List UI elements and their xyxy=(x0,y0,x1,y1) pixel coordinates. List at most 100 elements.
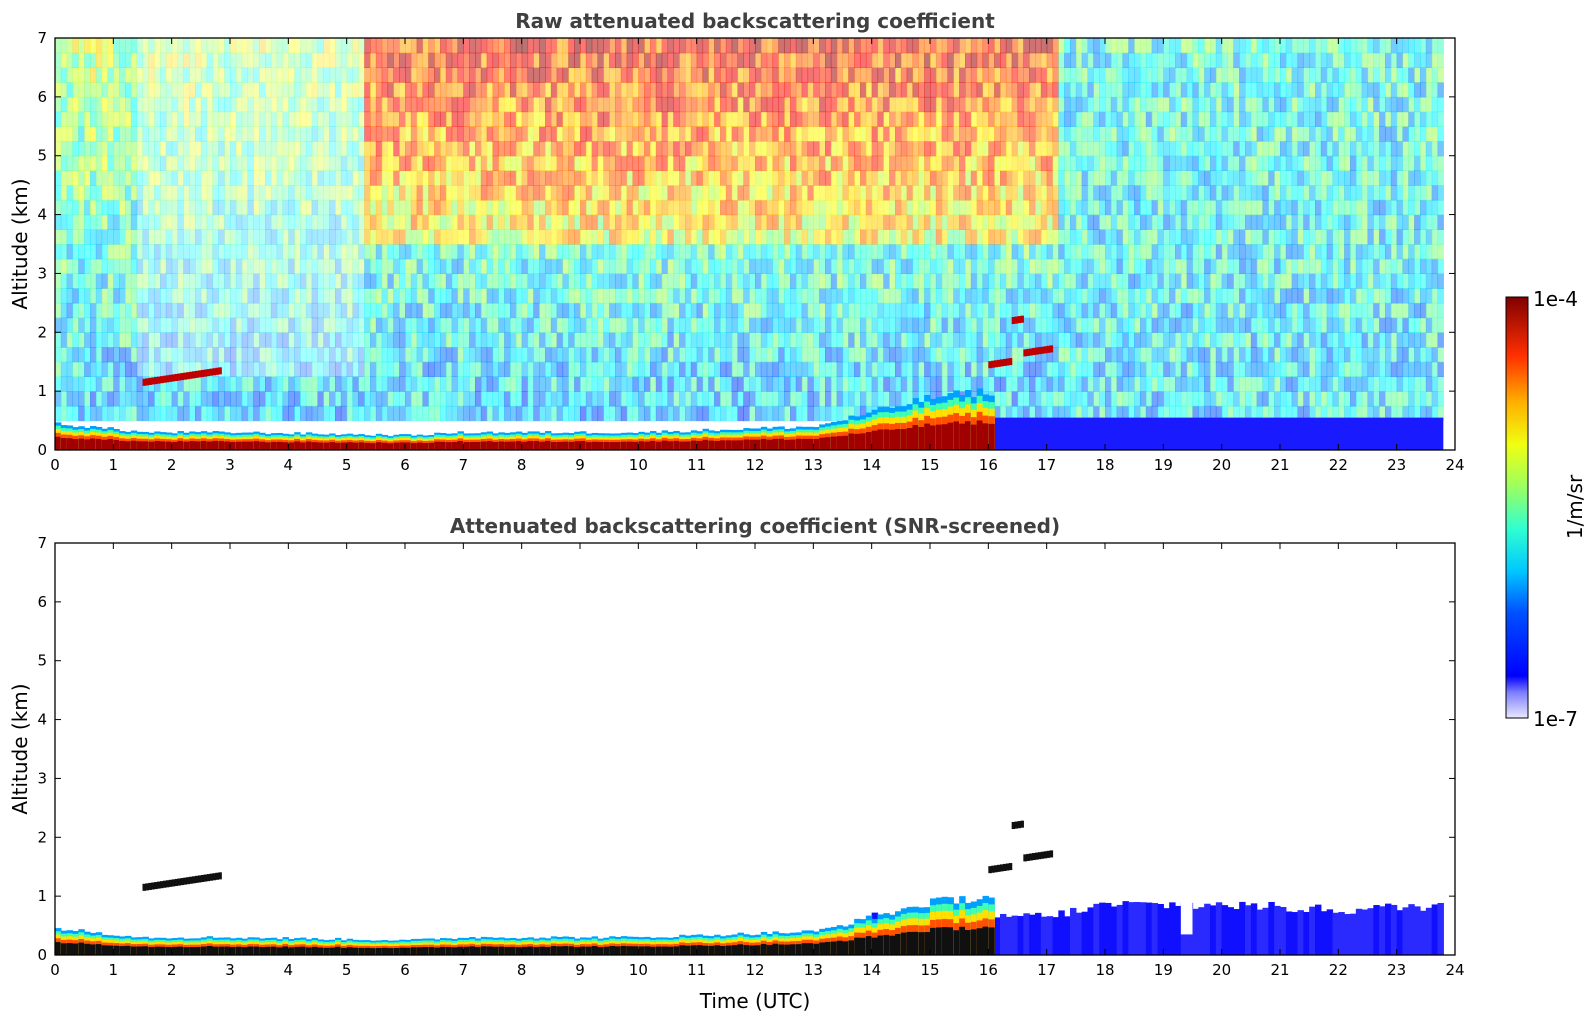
noise-cell xyxy=(1087,405,1094,422)
noise-cell xyxy=(632,141,639,157)
noise-cell xyxy=(772,82,779,98)
noise-cell xyxy=(760,82,768,98)
noise-cell xyxy=(533,82,540,98)
noise-cell xyxy=(644,170,651,186)
noise-cell xyxy=(451,347,459,363)
noise-cell xyxy=(760,302,768,319)
noise-cell xyxy=(206,288,214,304)
noise-cell xyxy=(370,391,377,407)
noise-cell xyxy=(556,199,564,216)
noise-cell xyxy=(136,332,144,348)
noise-cell xyxy=(970,273,978,289)
noise-cell xyxy=(358,258,365,275)
noise-cell xyxy=(696,52,704,69)
noise-cell xyxy=(55,52,62,69)
noise-cell xyxy=(650,332,657,348)
noise-cell xyxy=(801,273,809,289)
noise-cell xyxy=(445,82,453,98)
noise-cell xyxy=(84,52,91,69)
noise-cell xyxy=(918,302,925,319)
noise-cell xyxy=(580,361,587,378)
noise-cell xyxy=(743,391,750,407)
noise-cell xyxy=(620,141,628,157)
noise-cell xyxy=(72,302,79,319)
noise-cell xyxy=(66,96,74,113)
noise-cell xyxy=(632,391,639,407)
noise-cell xyxy=(865,317,873,333)
noise-cell xyxy=(1058,96,1065,113)
noise-cell xyxy=(399,155,406,172)
noise-cell xyxy=(416,288,424,304)
noise-cell xyxy=(440,229,447,245)
noise-cell xyxy=(1140,214,1147,230)
noise-cell xyxy=(790,155,797,172)
noise-cell xyxy=(1005,332,1013,348)
noise-cell xyxy=(1011,244,1019,260)
noise-cell xyxy=(1005,52,1013,69)
noise-cell xyxy=(387,332,394,348)
noise-cell xyxy=(871,361,879,378)
noise-cell xyxy=(644,199,651,216)
noise-cell xyxy=(451,391,459,407)
noise-cell xyxy=(924,111,931,127)
noise-cell xyxy=(772,405,779,422)
noise-cell xyxy=(1157,229,1164,245)
noise-cell xyxy=(778,361,785,378)
noise-cell xyxy=(66,288,74,304)
noise-cell xyxy=(830,317,838,333)
noise-cell xyxy=(819,332,826,348)
noise-cell xyxy=(562,258,569,275)
noise-cell xyxy=(527,67,534,83)
noise-cell xyxy=(889,288,896,304)
noise-cell xyxy=(667,317,674,333)
noise-cell xyxy=(871,96,879,113)
noise-cell xyxy=(976,141,984,157)
noise-cell xyxy=(60,317,68,333)
noise-cell xyxy=(317,317,324,333)
noise-cell xyxy=(836,38,844,54)
noise-cell xyxy=(282,155,289,172)
noise-cell xyxy=(445,170,453,186)
noise-cell xyxy=(848,317,855,333)
noise-cell xyxy=(889,302,896,319)
noise-cell xyxy=(941,155,949,172)
noise-cell xyxy=(440,126,447,142)
noise-cell xyxy=(725,332,733,348)
noise-cell xyxy=(165,67,173,83)
noise-cell xyxy=(667,244,674,260)
noise-cell xyxy=(510,214,517,230)
noise-cell xyxy=(696,376,704,392)
noise-cell xyxy=(457,244,464,260)
noise-cell xyxy=(165,391,173,407)
noise-cell xyxy=(988,82,995,98)
noise-cell xyxy=(119,199,126,216)
noise-cell xyxy=(200,185,208,201)
noise-cell xyxy=(265,361,272,378)
noise-cell xyxy=(475,185,482,201)
noise-cell xyxy=(230,376,237,392)
noise-cell xyxy=(358,405,365,422)
noise-cell xyxy=(410,155,418,172)
noise-cell xyxy=(795,258,803,275)
noise-cell xyxy=(434,38,441,54)
noise-cell xyxy=(807,391,814,407)
noise-cell xyxy=(994,214,1001,230)
noise-cell xyxy=(562,214,569,230)
noise-cell xyxy=(1005,82,1013,98)
noise-cell xyxy=(475,258,482,275)
noise-cell xyxy=(142,38,149,54)
noise-cell xyxy=(930,376,937,392)
noise-cell xyxy=(457,214,464,230)
noise-cell xyxy=(737,244,744,260)
noise-cell xyxy=(760,111,768,127)
noise-cell xyxy=(276,258,284,275)
noise-cell xyxy=(801,155,809,172)
noise-cell xyxy=(562,38,569,54)
noise-cell xyxy=(696,317,704,333)
noise-cell xyxy=(451,52,459,69)
noise-cell xyxy=(375,332,383,348)
noise-cell xyxy=(113,317,120,333)
noise-cell xyxy=(84,273,91,289)
noise-cell xyxy=(644,82,651,98)
noise-cell xyxy=(317,405,324,422)
